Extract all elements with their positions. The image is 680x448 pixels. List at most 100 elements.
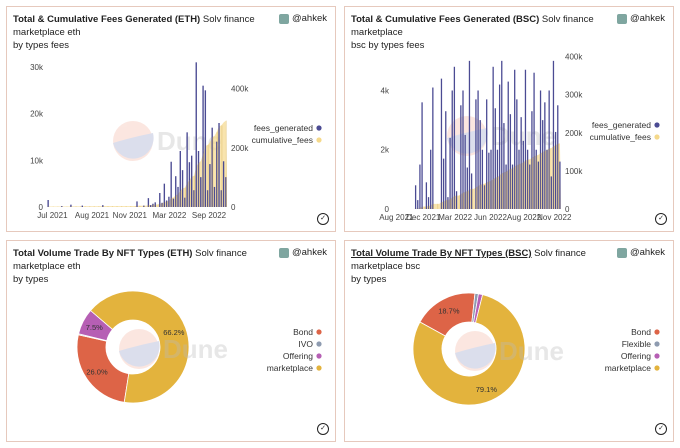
- card-title[interactable]: Total Volume Trade By NFT Types (BSC): [351, 248, 532, 259]
- fees-generated-bar: [451, 90, 453, 209]
- avatar: [617, 247, 627, 258]
- cumulative-fees-bar: [463, 192, 465, 209]
- cumulative-fees-bar: [198, 163, 200, 207]
- cumulative-fees-bar: [84, 206, 86, 207]
- fees-generated-bar: [211, 127, 213, 207]
- y-right-tick-label: 200k: [565, 129, 583, 138]
- card-subtitle-2: by types fees: [13, 40, 69, 51]
- cumulative-fees-bar: [454, 195, 456, 209]
- fees-generated-bar: [468, 60, 471, 209]
- cumulative-fees-bar: [207, 144, 209, 207]
- eth-volume-pie: 26.0% 7.5% 66.2%Dune Bond IVO Offering marketp…: [76, 290, 322, 404]
- cumulative-fees-bar: [225, 120, 227, 207]
- fees-generated-bar: [188, 162, 191, 207]
- legend-label: Offering: [621, 351, 651, 361]
- card-header: Total & Cumulative Fees Generated (ETH) …: [13, 13, 275, 52]
- fees-generated-bar: [193, 190, 195, 207]
- author[interactable]: @ahkek: [617, 247, 665, 258]
- legend-label: IVO: [298, 339, 313, 349]
- fees-generated-bar: [440, 78, 443, 209]
- author-name: @ahkek: [630, 13, 665, 24]
- cumulative-fees-bar: [441, 202, 443, 209]
- dune-watermark-text: Dune: [499, 336, 564, 366]
- cumulative-fees-bar: [171, 197, 173, 207]
- legend-label: Bond: [631, 327, 651, 337]
- fees-generated-bar: [522, 140, 524, 209]
- cumulative-fees-bar: [432, 203, 434, 209]
- cumulative-fees-bar: [111, 206, 114, 207]
- card-title[interactable]: Total Volume Trade By NFT Types (ETH): [13, 248, 193, 259]
- pie-slice-marketplace: [89, 290, 190, 404]
- check-icon[interactable]: ✓: [655, 423, 667, 435]
- y-right-tick-label: 400k: [231, 85, 249, 94]
- author[interactable]: @ahkek: [617, 13, 665, 24]
- check-icon[interactable]: ✓: [317, 423, 329, 435]
- cumulative-fees-bar: [488, 181, 490, 209]
- cumulative-fees-bar: [484, 183, 486, 209]
- cumulative-fees-bar: [175, 195, 177, 207]
- eth-volume-card: Total Volume Trade By NFT Types (ETH) So…: [6, 240, 336, 442]
- cumulative-fees-bar: [107, 206, 109, 207]
- cumulative-fees-bar: [527, 159, 529, 209]
- fees-generated-bar: [222, 161, 225, 207]
- fees-generated-bar: [449, 137, 451, 209]
- fees-generated-bar: [147, 198, 150, 207]
- cumulative-fees-bar: [98, 206, 100, 207]
- x-tick-label: Aug 2022: [507, 213, 542, 222]
- y-right-tick-label: 100k: [565, 167, 583, 176]
- dune-logo-wave: [113, 133, 154, 159]
- fees-generated-bar: [218, 123, 220, 207]
- bsc-volume-pie: 18.7% 79.1% Dune Bond Flexible Offering market…: [412, 292, 660, 406]
- fees-generated-bar: [204, 90, 207, 207]
- fees-generated-bar: [143, 205, 145, 207]
- check-icon[interactable]: ✓: [317, 213, 329, 225]
- card-subtitle-2: bsc by types fees: [351, 40, 425, 51]
- cumulative-fees-bar: [557, 143, 559, 209]
- cumulative-fees-bar: [157, 204, 159, 207]
- card-header: Total Volume Trade By NFT Types (ETH) So…: [13, 247, 275, 286]
- fees-generated-bar: [216, 141, 218, 207]
- cumulative-fees-bar: [189, 180, 191, 207]
- fees-generated-bar: [490, 149, 492, 209]
- x-tick-label: Aug 2021: [75, 211, 110, 220]
- check-icon[interactable]: ✓: [655, 213, 667, 225]
- author[interactable]: @ahkek: [279, 13, 327, 24]
- legend-marker: [654, 353, 660, 359]
- fees-generated-bar: [421, 102, 423, 209]
- card-header: Total Volume Trade By NFT Types (BSC) So…: [351, 247, 613, 286]
- cumulative-fees-bar: [162, 203, 164, 207]
- legend-marker: [316, 353, 322, 359]
- cumulative-fees-bar: [467, 191, 469, 209]
- fees-generated-bar: [507, 81, 509, 209]
- legend-marker: [654, 365, 660, 371]
- legend-marker: [316, 365, 322, 371]
- author[interactable]: @ahkek: [279, 247, 327, 258]
- fees-generated-bar: [154, 202, 156, 207]
- fees-generated-bar: [544, 102, 546, 209]
- fees-generated-bar: [419, 164, 421, 209]
- y-left-tick-label: 10k: [30, 156, 44, 165]
- fees-generated-bar: [514, 69, 516, 209]
- fees-generated-bar: [479, 120, 481, 209]
- dune-watermark-text: Dune: [163, 334, 228, 364]
- fees-generated-bar: [557, 105, 559, 209]
- fees-generated-bar: [213, 186, 216, 207]
- card-title[interactable]: Total & Cumulative Fees Generated (BSC): [351, 14, 540, 25]
- fees-generated-bar: [186, 132, 188, 207]
- fees-generated-bar: [159, 193, 161, 207]
- x-tick-label: Sep 2022: [192, 211, 227, 220]
- y-left-tick-label: 0: [39, 203, 44, 212]
- cumulative-fees-bar: [471, 188, 473, 209]
- legend-marker: [316, 341, 322, 347]
- fees-generated-bar: [414, 185, 417, 209]
- legend-label: cumulative_fees: [590, 132, 651, 142]
- fees-generated-bar: [460, 105, 462, 209]
- cumulative-fees-bar: [130, 206, 132, 207]
- fees-generated-bar: [206, 190, 209, 207]
- fees-generated-bar: [492, 66, 494, 210]
- cumulative-fees-bar: [480, 184, 482, 209]
- fees-generated-bar: [102, 205, 104, 207]
- x-tick-label: Mar 2022: [438, 213, 472, 222]
- bsc-fees-card: Total & Cumulative Fees Generated (BSC) …: [344, 6, 674, 232]
- card-title[interactable]: Total & Cumulative Fees Generated (ETH): [13, 14, 201, 25]
